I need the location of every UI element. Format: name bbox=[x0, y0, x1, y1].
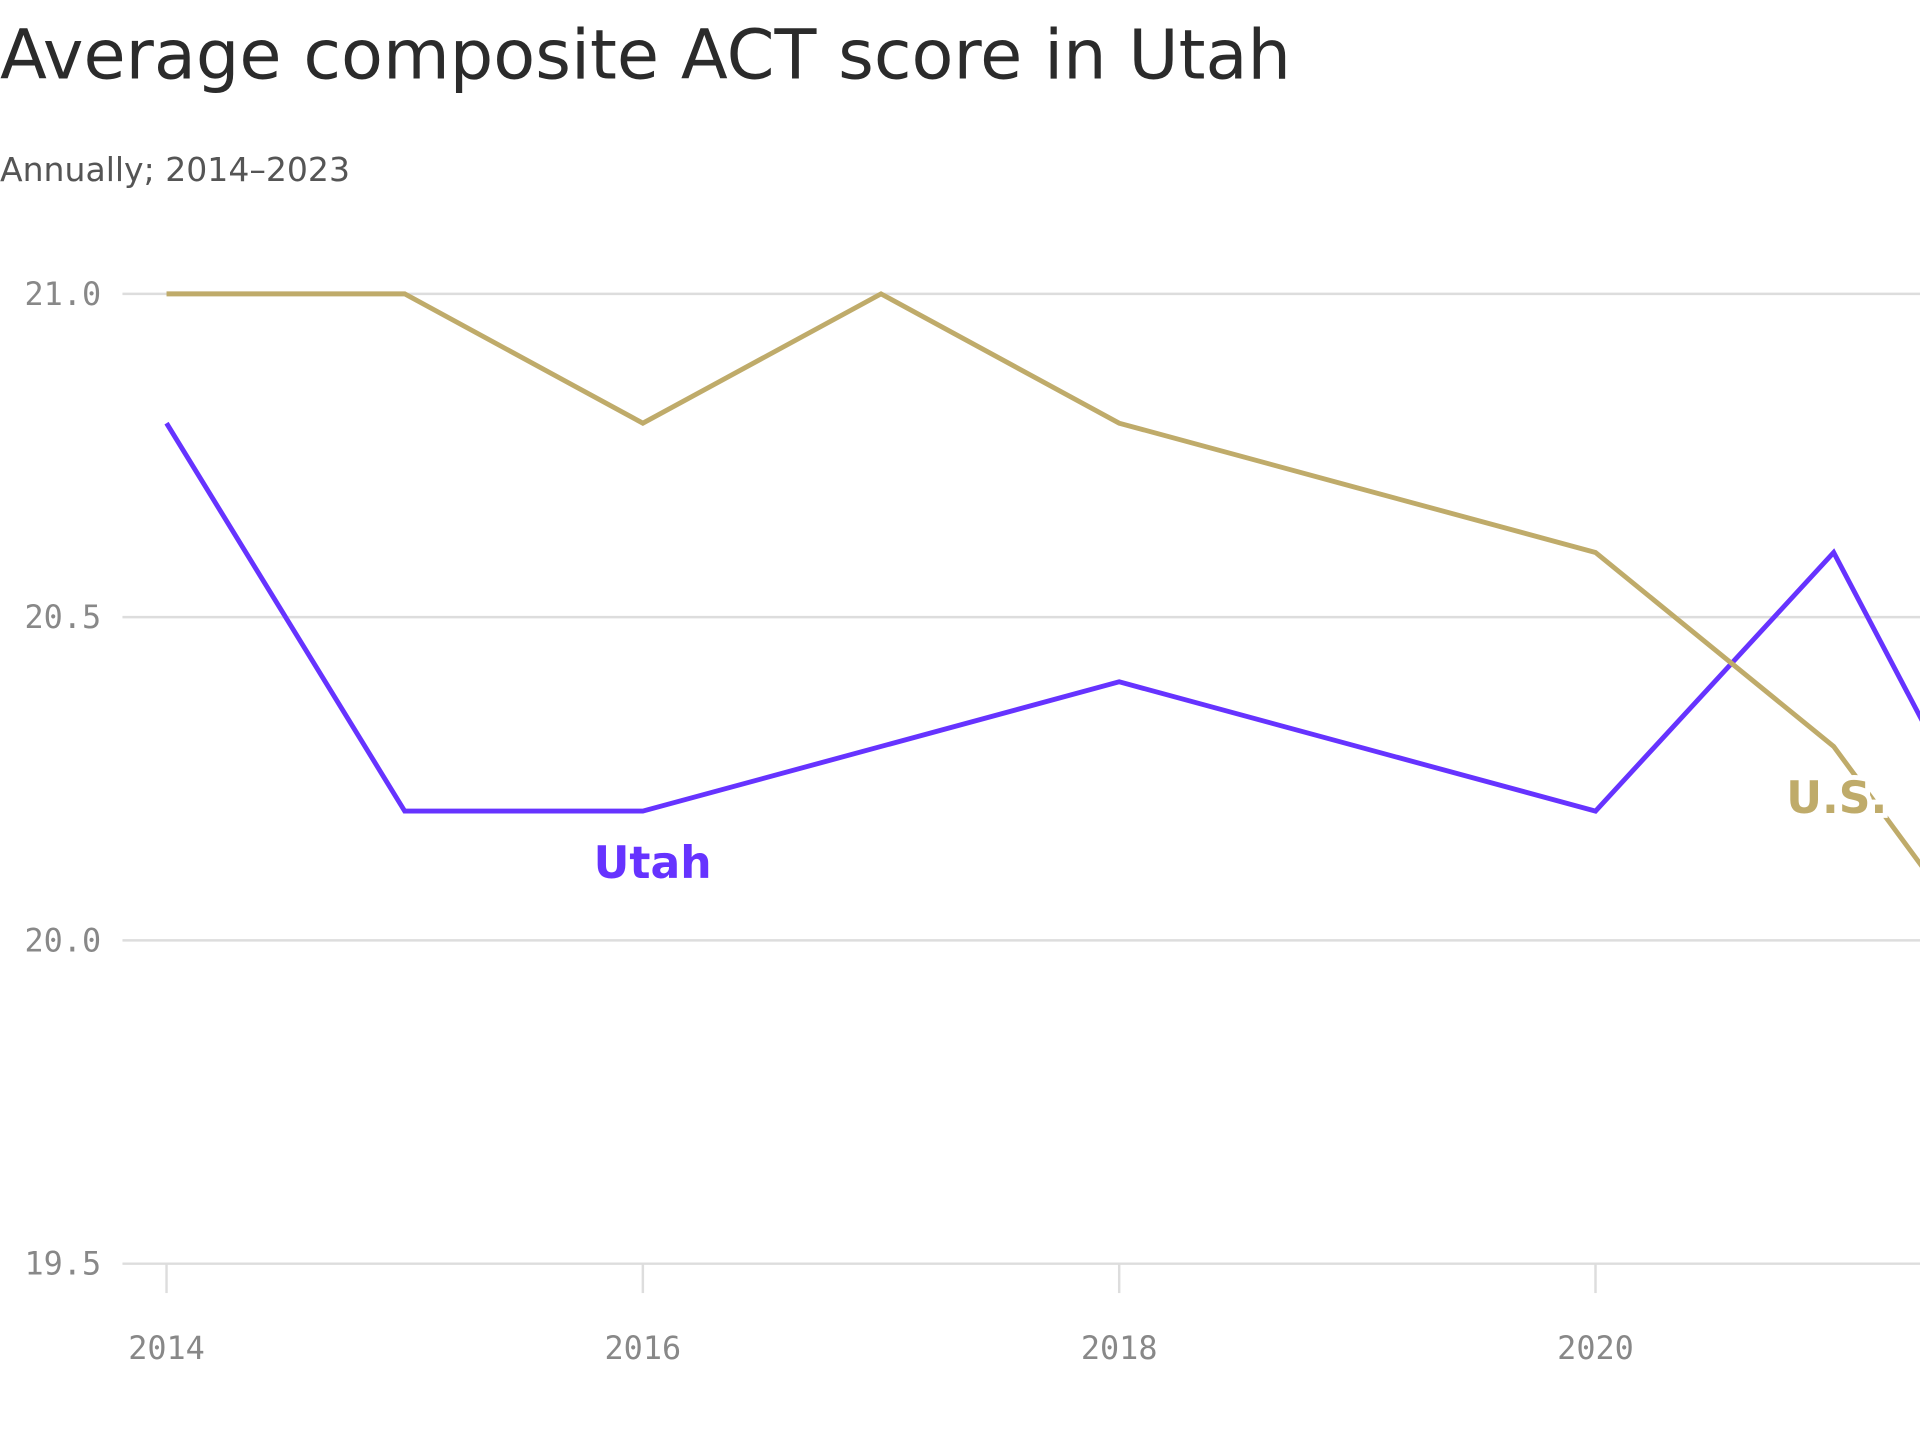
series-line bbox=[164, 421, 1920, 814]
y-tick-label: 20.0 bbox=[24, 921, 101, 959]
x-tick-label: 2014 bbox=[128, 1329, 205, 1367]
plot: Utah U.S. bbox=[164, 291, 1920, 894]
chart-subtitle: Annually; 2014–2023 bbox=[0, 150, 350, 189]
series-label: U.S. bbox=[1786, 773, 1887, 824]
y-tick-label: 19.5 bbox=[24, 1245, 101, 1283]
x-tick-label: 2016 bbox=[605, 1329, 682, 1367]
x-tick-label: 2018 bbox=[1081, 1329, 1158, 1367]
y-tick-label: 20.5 bbox=[24, 598, 101, 636]
grid: 19.5 20.0 20.5 21.0 2014 2016 2018 2020 bbox=[24, 275, 1920, 1367]
chart-title: Average composite ACT score in Utah bbox=[0, 15, 1291, 95]
x-tick-label: 2020 bbox=[1557, 1329, 1634, 1367]
y-tick-label: 21.0 bbox=[24, 275, 101, 313]
series-label: Utah bbox=[594, 838, 712, 889]
series-line bbox=[166, 291, 1920, 868]
